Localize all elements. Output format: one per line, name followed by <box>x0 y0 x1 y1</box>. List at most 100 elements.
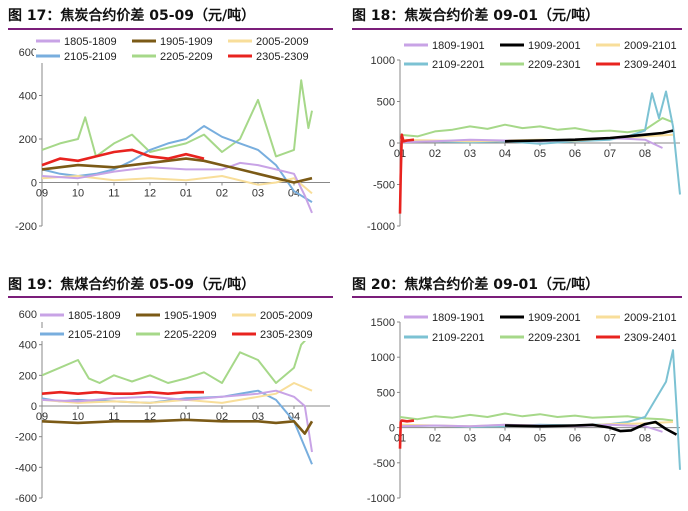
y-tick-label: -500 <box>373 458 395 470</box>
x-tick-label: 04 <box>288 188 300 200</box>
legend-label: 1809-1901 <box>432 312 485 324</box>
y-tick-label: -600 <box>15 493 37 505</box>
legend-label: 2205-2209 <box>160 51 213 63</box>
legend-bg <box>498 331 590 344</box>
panel-title: 图 20：焦煤合约价差 09-01（元/吨） <box>352 277 600 293</box>
x-tick-label: 02 <box>429 433 441 445</box>
legend-bg <box>130 50 222 63</box>
legend-label: 2209-2301 <box>528 332 581 344</box>
y-tick-label: 1500 <box>371 317 395 329</box>
series-line-1909-2001 <box>504 129 674 143</box>
legend-label: 1909-2001 <box>528 40 581 52</box>
x-tick-label: 04 <box>288 411 300 423</box>
x-tick-label: 05 <box>534 148 546 160</box>
series-line-2209-2301 <box>399 117 674 138</box>
legend-bg <box>594 39 686 52</box>
title-rule <box>8 28 333 30</box>
panel-title: 图 19：焦煤合约价差 05-09（元/吨） <box>8 277 256 293</box>
chart-panel-19: 图 19：焦煤合约价差 05-09（元/吨） -600 -400 -200 0 200 4… <box>0 266 340 511</box>
legend-bg <box>134 309 226 322</box>
series-line-2105-2109 <box>41 125 313 203</box>
legend-label: 2209-2301 <box>528 59 581 71</box>
legend-label: 1905-1909 <box>164 310 217 322</box>
legend-label: 2205-2209 <box>164 329 217 341</box>
line-chart-17: -200 0 200 400 600 09 10 11 12 01 02 03 04 1805-1809 1… <box>15 35 330 233</box>
y-tick-label: 200 <box>19 134 37 146</box>
x-tick-label: 11 <box>108 411 119 423</box>
y-tick-label: 0 <box>389 423 395 435</box>
legend-bg <box>498 58 590 71</box>
legend-bg <box>130 35 222 48</box>
legend-label: 1805-1809 <box>68 310 121 322</box>
x-tick-label: 07 <box>604 433 616 445</box>
y-tick-label: 600 <box>19 309 37 321</box>
legend-bg <box>38 328 130 341</box>
y-tick-label: 400 <box>19 91 37 103</box>
series-line-2309-2401 <box>398 419 415 449</box>
legend-bg <box>134 328 226 341</box>
legend-label: 1809-1901 <box>432 40 485 52</box>
x-tick-label: 12 <box>144 188 156 200</box>
y-tick-label: 0 <box>389 138 395 150</box>
y-tick-label: -1000 <box>367 221 395 233</box>
y-tick-label: 0 <box>31 178 37 190</box>
legend-label: 2005-2009 <box>256 36 309 48</box>
legend-bg <box>402 331 494 344</box>
x-tick-label: 09 <box>36 411 48 423</box>
legend-bg <box>34 35 126 48</box>
series-line-1805-1809 <box>41 389 313 453</box>
legend-bg <box>402 58 494 71</box>
series-line-1909-2001 <box>504 420 678 436</box>
x-tick-label: 03 <box>252 188 264 200</box>
series-line-2205-2209 <box>41 79 313 158</box>
y-tick-label: 1000 <box>371 352 395 364</box>
legend-label: 2105-2109 <box>64 51 117 63</box>
legend-bg <box>594 311 686 324</box>
x-tick-label: 03 <box>464 433 476 445</box>
legend-bg <box>226 50 318 63</box>
chart-panel-20: 图 20：焦煤合约价差 09-01（元/吨） -1000 -500 0 500 1000… <box>344 266 688 511</box>
legend-label: 2005-2009 <box>260 310 313 322</box>
legend-bg <box>498 39 590 52</box>
legend-bg <box>34 50 126 63</box>
title-rule <box>352 28 682 30</box>
legend-bg <box>38 309 130 322</box>
legend-label: 2109-2201 <box>432 59 485 71</box>
series-line-2305-2309 <box>41 390 204 395</box>
panel-title: 图 18：焦炭合约价差 09-01（元/吨） <box>352 8 600 24</box>
y-tick-label: -400 <box>15 462 37 474</box>
x-tick-label: 07 <box>604 148 616 160</box>
x-tick-label: 08 <box>639 433 651 445</box>
x-tick-label: 06 <box>569 148 581 160</box>
legend-label: 1909-2001 <box>528 312 581 324</box>
legend-label: 2105-2109 <box>68 329 121 341</box>
x-tick-label: 02 <box>216 188 228 200</box>
legend-label: 1905-1909 <box>160 36 213 48</box>
series-line-2209-2301 <box>399 412 674 422</box>
panel-title: 图 17：焦炭合约价差 05-09（元/吨） <box>8 8 256 24</box>
y-tick-label: 500 <box>377 387 395 399</box>
y-tick-label: 600 <box>19 47 37 59</box>
x-tick-label: 08 <box>639 148 651 160</box>
legend-bg <box>594 331 686 344</box>
x-tick-label: 06 <box>569 433 581 445</box>
y-tick-label: -200 <box>15 221 37 233</box>
series-line-2005-2009 <box>41 382 313 404</box>
x-tick-label: 05 <box>534 433 546 445</box>
legend-label: 2109-2201 <box>432 332 485 344</box>
y-tick-label: 400 <box>19 340 37 352</box>
legend-bg <box>226 35 318 48</box>
series-line-1905-1909 <box>41 157 313 184</box>
legend-label: 2009-2101 <box>624 40 677 52</box>
title-rule <box>8 296 333 298</box>
legend-bg <box>402 39 494 52</box>
legend-bg <box>402 311 494 324</box>
x-tick-label: 02 <box>429 148 441 160</box>
x-tick-label: 04 <box>499 148 511 160</box>
legend-label: 2309-2401 <box>624 332 677 344</box>
legend-label: 2305-2309 <box>256 51 309 63</box>
x-tick-label: 09 <box>36 188 48 200</box>
x-tick-label: 01 <box>180 188 192 200</box>
